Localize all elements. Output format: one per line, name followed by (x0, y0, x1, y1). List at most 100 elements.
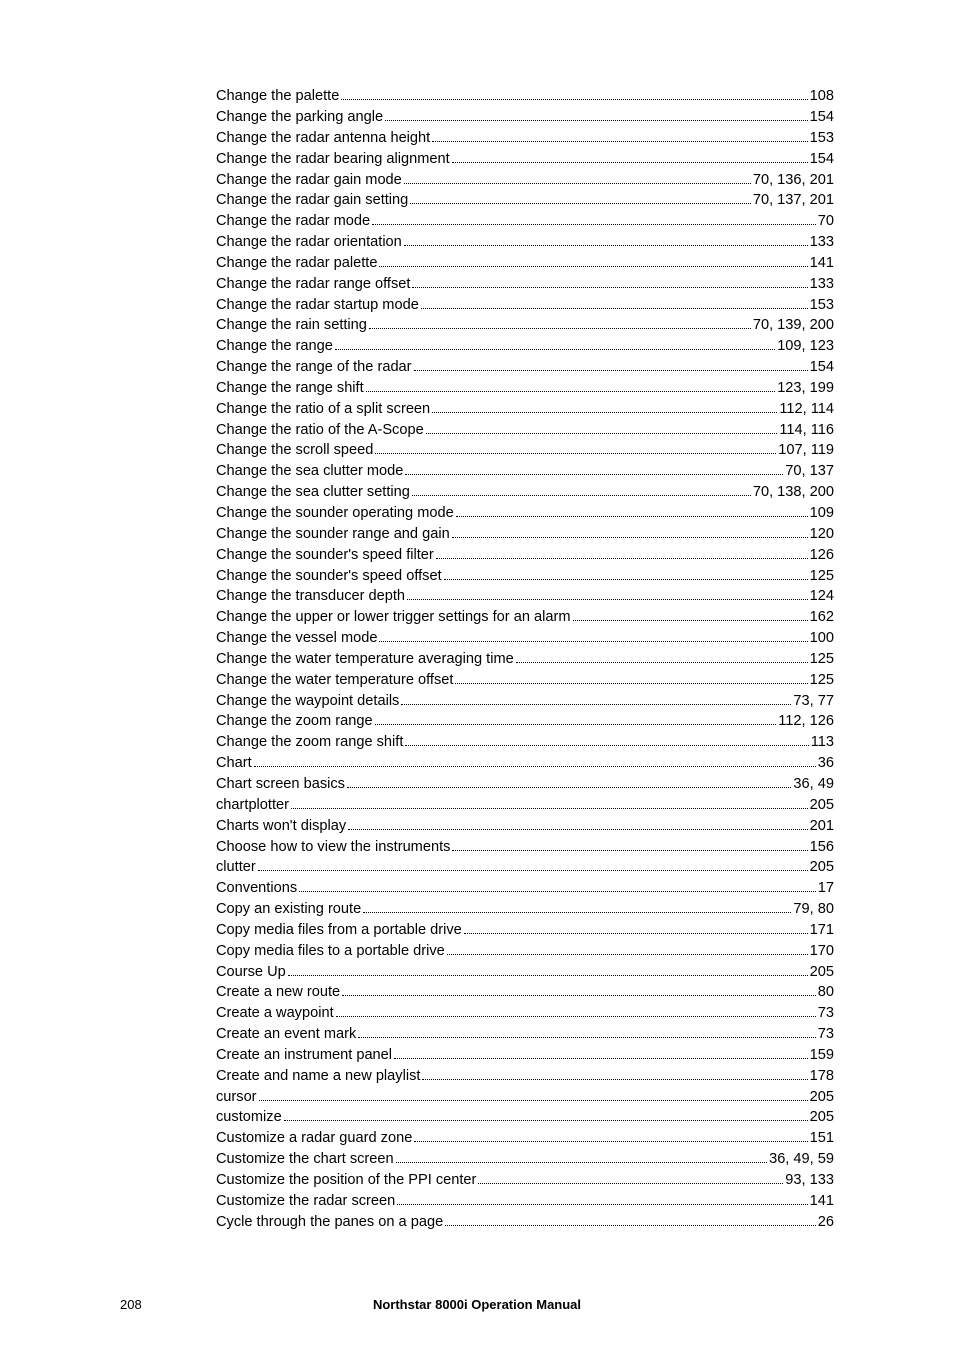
index-entry-page: 124 (810, 586, 834, 607)
leader-dots (573, 607, 808, 621)
index-entry-label: Create and name a new playlist (216, 1066, 420, 1087)
leader-dots (342, 982, 816, 996)
leader-dots (412, 274, 807, 288)
index-entry: Change the zoom range shift113 (216, 732, 834, 753)
index-entry-page: 93, 133 (785, 1170, 834, 1191)
leader-dots (336, 1003, 816, 1017)
index-entry-page: 170 (810, 941, 834, 962)
index-entry-page: 70, 138, 200 (753, 482, 834, 503)
index-entry: Change the transducer depth 124 (216, 586, 834, 607)
leader-dots (456, 503, 808, 517)
index-entry-label: Change the range shift (216, 378, 364, 399)
index-entry-page: 112, 114 (779, 399, 834, 420)
leader-dots (375, 440, 776, 454)
index-entry: Chart 36 (216, 753, 834, 774)
index-entry-label: Change the sounder's speed filter (216, 545, 434, 566)
index-entry-label: Chart (216, 753, 252, 774)
index-entry: Change the ratio of the A-Scope114, 116 (216, 420, 834, 441)
index-entry-label: Change the zoom range (216, 711, 373, 732)
index-entry: Customize the chart screen36, 49, 59 (216, 1149, 834, 1170)
index-entry: Change the parking angle154 (216, 107, 834, 128)
index-entry-page: 114, 116 (779, 420, 834, 441)
index-entry: Change the palette108 (216, 86, 834, 107)
index-entry: Conventions17 (216, 878, 834, 899)
index-entry: Change the water temperature averaging t… (216, 649, 834, 670)
index-entry-label: Change the transducer depth (216, 586, 405, 607)
index-entry-page: 26 (818, 1212, 834, 1233)
leader-dots (452, 149, 808, 163)
index-entry-page: 205 (810, 795, 834, 816)
index-entry: Change the sounder operating mode109 (216, 503, 834, 524)
index-entry-page: 153 (810, 128, 834, 149)
leader-dots (452, 836, 807, 850)
index-entry-page: 108 (810, 86, 834, 107)
index-entry: Change the radar gain mode70, 136, 201 (216, 169, 834, 190)
index-entry-label: Customize a radar guard zone (216, 1128, 412, 1149)
index-entry: Change the sounder's speed filter126 (216, 545, 834, 566)
index-entry-label: Change the range (216, 336, 333, 357)
index-entry-label: Change the radar bearing alignment (216, 149, 450, 170)
index-entry-label: Chart screen basics (216, 774, 345, 795)
index-entry-label: Copy an existing route (216, 899, 361, 920)
index-entry: Change the range shift 123, 199 (216, 378, 834, 399)
index-entry-page: 70, 137 (785, 461, 834, 482)
index-entry-label: Change the radar orientation (216, 232, 402, 253)
index-entry: Create an event mark73 (216, 1024, 834, 1045)
index-entry: Copy media files from a portable drive 17… (216, 920, 834, 941)
leader-dots (363, 899, 791, 913)
index-entry-page: 162 (810, 607, 834, 628)
index-entry-page: 73, 77 (793, 691, 834, 712)
index-entry: Change the ratio of a split screen 112, 1… (216, 399, 834, 420)
index-list: Change the palette108Change the parking … (216, 86, 834, 1232)
leader-dots (394, 1045, 808, 1059)
index-entry: Course Up205 (216, 961, 834, 982)
leader-dots (516, 649, 808, 663)
leader-dots (478, 1170, 783, 1184)
index-entry-label: Change the water temperature offset (216, 670, 453, 691)
index-entry: Customize the position of the PPI center… (216, 1170, 834, 1191)
page-number: 208 (120, 1297, 142, 1312)
index-entry-label: Change the waypoint details (216, 691, 399, 712)
index-entry-page: 133 (810, 232, 834, 253)
index-entry-page: 113 (811, 732, 834, 753)
index-entry-label: Change the rain setting (216, 315, 367, 336)
index-entry-label: Change the radar gain setting (216, 190, 408, 211)
index-entry-page: 73 (818, 1024, 834, 1045)
leader-dots (258, 857, 808, 871)
index-entry-label: Change the ratio of a split screen (216, 399, 430, 420)
leader-dots (414, 357, 808, 371)
leader-dots (358, 1024, 815, 1038)
index-entry: Change the zoom range112, 126 (216, 711, 834, 732)
index-entry: Change the radar orientation 133 (216, 232, 834, 253)
index-entry-page: 70, 139, 200 (753, 315, 834, 336)
index-entry-page: 36 (818, 753, 834, 774)
leader-dots (347, 774, 791, 788)
index-entry: Create an instrument panel159 (216, 1045, 834, 1066)
index-entry-label: Copy media files from a portable drive (216, 920, 462, 941)
index-entry-page: 100 (810, 628, 834, 649)
leader-dots (254, 753, 816, 767)
index-entry-page: 120 (810, 524, 834, 545)
index-entry-page: 123, 199 (777, 378, 834, 399)
leader-dots (284, 1107, 808, 1121)
index-entry-page: 205 (810, 1087, 834, 1108)
index-entry-page: 125 (810, 670, 834, 691)
index-entry-page: 154 (810, 357, 834, 378)
leader-dots (397, 1191, 807, 1205)
index-entry: Customize a radar guard zone151 (216, 1128, 834, 1149)
index-entry: Change the sounder range and gain120 (216, 524, 834, 545)
index-entry: Change the sounder's speed offset125 (216, 565, 834, 586)
index-entry: Charts won't display201 (216, 816, 834, 837)
index-entry-page: 141 (810, 1191, 834, 1212)
leader-dots (379, 628, 807, 642)
index-entry-page: 153 (810, 295, 834, 316)
index-entry-page: 109 (810, 503, 834, 524)
leader-dots (410, 190, 751, 204)
index-entry-page: 171 (810, 920, 834, 941)
leader-dots (335, 336, 775, 350)
index-entry-label: Conventions (216, 878, 297, 899)
index-entry: Choose how to view the instruments156 (216, 836, 834, 857)
index-entry: Cycle through the panes on a page26 (216, 1212, 834, 1233)
leader-dots (299, 878, 816, 892)
index-entry: chartplotter205 (216, 795, 834, 816)
